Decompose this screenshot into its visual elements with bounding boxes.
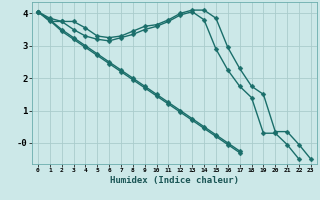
X-axis label: Humidex (Indice chaleur): Humidex (Indice chaleur) [110,176,239,185]
